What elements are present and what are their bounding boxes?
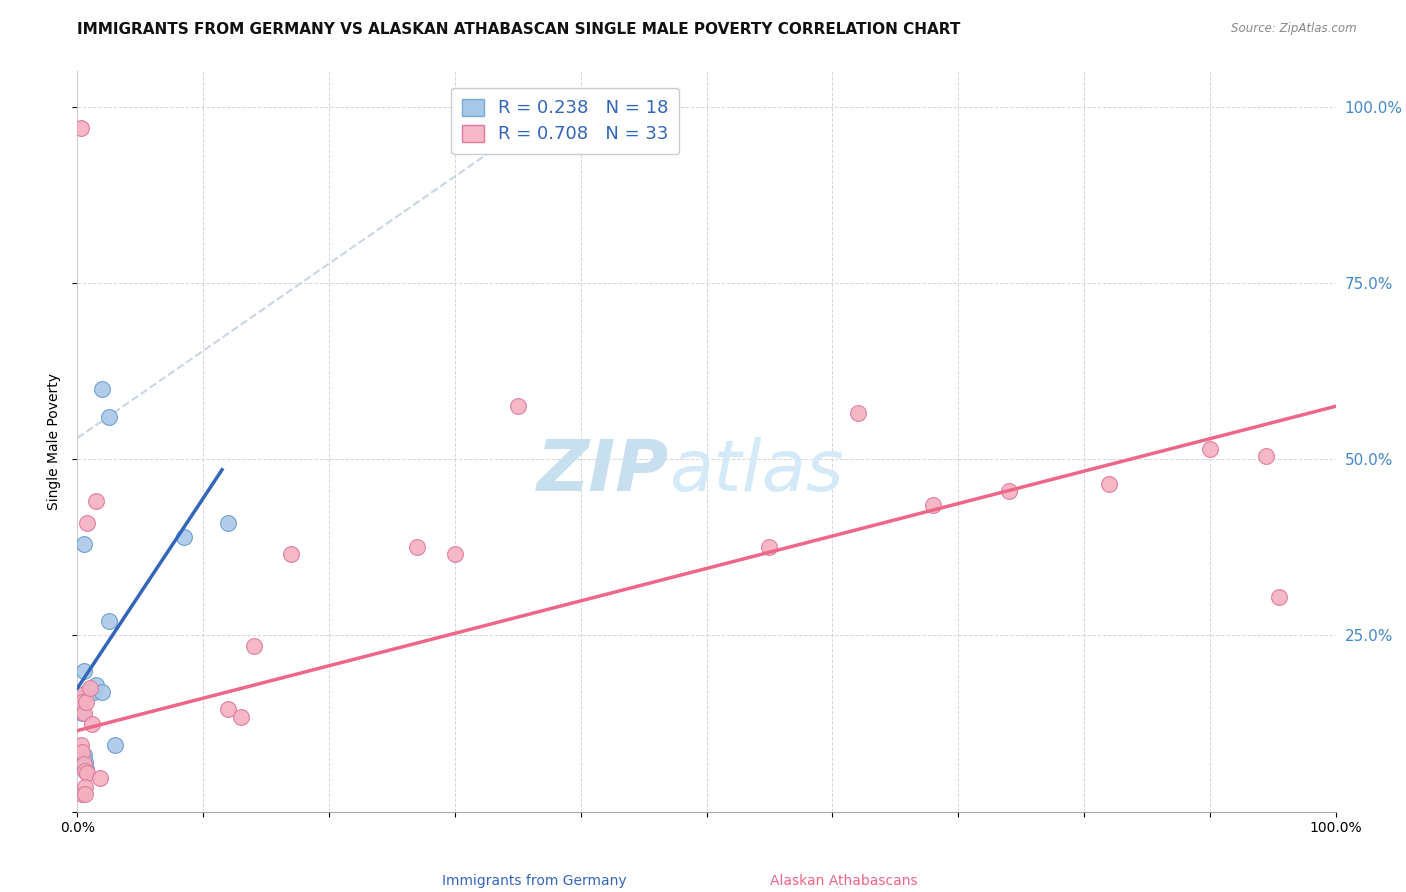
Point <box>280 547 302 561</box>
Legend: R = 0.238   N = 18, R = 0.708   N = 33: R = 0.238 N = 18, R = 0.708 N = 33 <box>451 87 679 154</box>
Point <box>406 541 429 555</box>
Point <box>79 685 101 699</box>
Point <box>75 763 97 777</box>
Point <box>72 706 94 720</box>
Point <box>1098 476 1121 491</box>
Point <box>97 409 120 424</box>
Point <box>72 537 94 551</box>
Point <box>91 382 114 396</box>
Point <box>72 756 94 771</box>
Point <box>73 787 96 801</box>
Point <box>173 530 195 544</box>
Point <box>75 695 97 709</box>
Text: Alaskan Athabascans: Alaskan Athabascans <box>770 873 917 888</box>
Point <box>70 738 93 752</box>
Point <box>242 639 264 653</box>
Point <box>229 709 252 723</box>
Point <box>104 738 127 752</box>
Point <box>76 516 98 530</box>
Point <box>70 689 93 703</box>
Text: atlas: atlas <box>669 437 844 506</box>
Point <box>72 706 94 720</box>
Point <box>70 120 93 135</box>
Text: Source: ZipAtlas.com: Source: ZipAtlas.com <box>1232 22 1357 36</box>
Point <box>70 692 93 706</box>
Point <box>997 483 1019 498</box>
Point <box>72 745 94 759</box>
Point <box>922 498 945 512</box>
Point <box>73 756 96 770</box>
Point <box>84 678 107 692</box>
Point <box>89 771 111 785</box>
Point <box>76 766 98 780</box>
Point <box>1256 449 1278 463</box>
Text: Immigrants from Germany: Immigrants from Germany <box>441 873 627 888</box>
Point <box>1268 590 1291 604</box>
Point <box>76 685 98 699</box>
Point <box>73 764 96 778</box>
Point <box>79 681 101 696</box>
Point <box>97 615 120 629</box>
Point <box>444 547 467 561</box>
Point <box>1199 442 1222 456</box>
Point <box>84 494 107 508</box>
Point <box>846 406 869 420</box>
Point <box>72 664 94 678</box>
Point <box>72 748 94 763</box>
Point <box>72 787 94 801</box>
Text: IMMIGRANTS FROM GERMANY VS ALASKAN ATHABASCAN SINGLE MALE POVERTY CORRELATION CH: IMMIGRANTS FROM GERMANY VS ALASKAN ATHAB… <box>77 22 960 37</box>
Point <box>91 685 114 699</box>
Point <box>217 516 239 530</box>
Y-axis label: Single Male Poverty: Single Male Poverty <box>46 373 60 510</box>
Point <box>758 541 780 555</box>
Point <box>217 702 239 716</box>
Point <box>73 780 96 794</box>
Point <box>82 716 104 731</box>
Point <box>506 399 529 413</box>
Point <box>83 685 105 699</box>
Text: ZIP: ZIP <box>537 437 669 506</box>
Point <box>72 695 94 709</box>
